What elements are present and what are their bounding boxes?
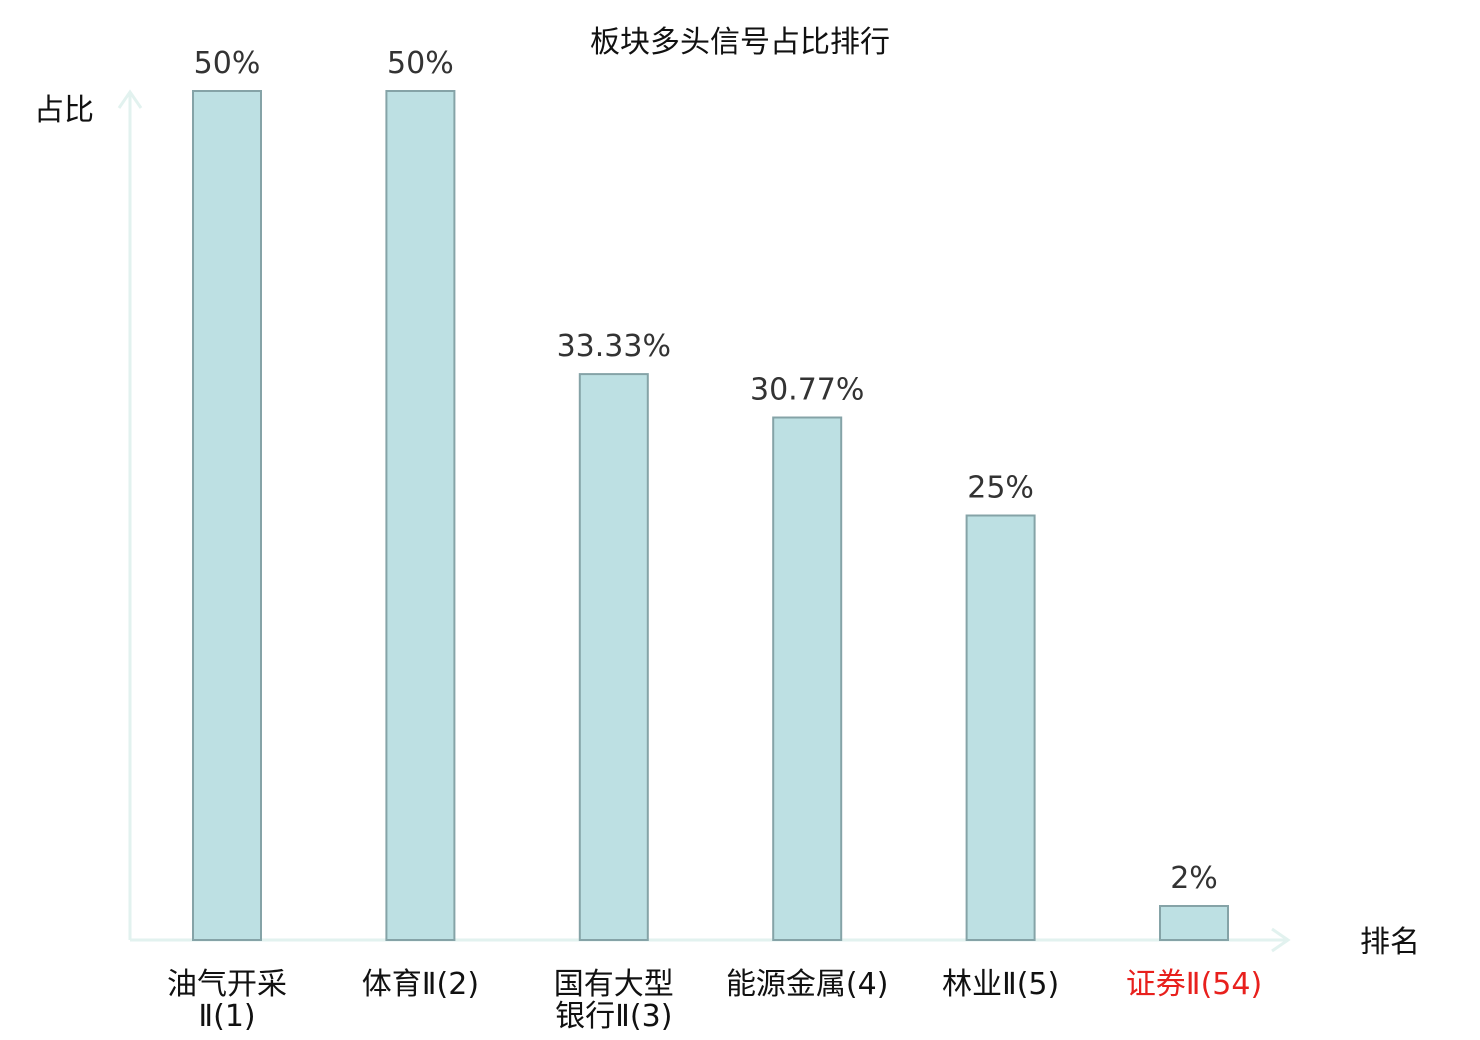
x-tick-label: 林业Ⅱ(5) <box>942 967 1059 1002</box>
bar-value-label: 30.77% <box>750 373 864 408</box>
bar <box>965 514 1036 941</box>
bar <box>1159 905 1229 941</box>
chart-title: 板块多头信号占比排行 <box>590 25 890 60</box>
x-axis <box>130 927 1291 953</box>
x-tick-label-highlighted: 证券Ⅱ(54) <box>1126 967 1262 1002</box>
bar <box>385 90 456 941</box>
bar-value-label: 33.33% <box>557 329 671 364</box>
x-tick-label: 能源金属(4) <box>726 967 889 1002</box>
bars-group <box>192 90 1229 942</box>
bar <box>578 373 649 942</box>
x-tick-label: Ⅱ(1) <box>198 999 255 1034</box>
x-tick-label: 体育Ⅱ(2) <box>362 967 479 1002</box>
x-tick-label: 油气开采 <box>167 967 287 1002</box>
x-tick-label: 银行Ⅱ(3) <box>555 999 672 1034</box>
bar-value-label: 2% <box>1170 861 1218 896</box>
x-tick-label: 国有大型 <box>554 967 674 1002</box>
bar <box>772 416 843 941</box>
bar-value-label: 25% <box>967 471 1034 506</box>
bar-value-label: 50% <box>194 46 261 81</box>
bar <box>192 90 262 941</box>
bar-value-label: 50% <box>387 46 454 81</box>
y-axis-label: 占比 <box>34 93 94 128</box>
value-labels-group: 50% 50% 33.33% 30.77% 25% 2% <box>194 46 1218 896</box>
y-axis <box>117 89 143 940</box>
x-axis-label: 排名 <box>1360 925 1420 960</box>
